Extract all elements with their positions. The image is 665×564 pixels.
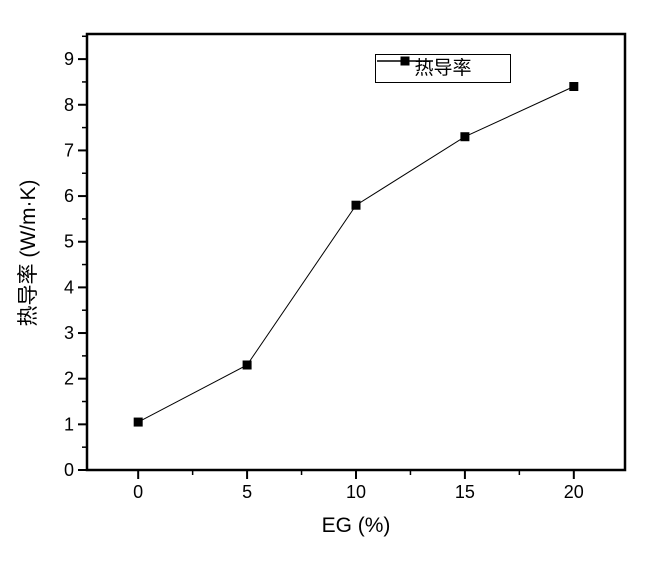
y-axis-tick-label: 8 — [64, 95, 74, 115]
data-point-marker — [351, 200, 361, 210]
y-axis-tick-label: 7 — [64, 140, 74, 160]
y-axis-tick-label: 3 — [64, 323, 74, 343]
plot-frame — [85, 32, 627, 472]
y-axis-tick-label: 9 — [64, 49, 74, 69]
series-line — [137, 86, 575, 423]
data-point-marker — [133, 417, 143, 427]
legend-entry-label: 热导率 — [414, 58, 472, 79]
y-axis-tick-label: 0 — [64, 460, 74, 480]
x-axis-tick-label: 15 — [455, 482, 475, 502]
data-point-marker — [569, 82, 579, 92]
x-axis-tick-label: 5 — [242, 482, 252, 502]
y-axis-tick-label: 4 — [64, 277, 74, 297]
data-point-marker — [460, 132, 470, 142]
legend: 热导率 — [375, 54, 511, 83]
x-axis-tick-label: 20 — [564, 482, 584, 502]
legend-square-marker-icon — [400, 56, 410, 66]
data-point-marker — [242, 360, 252, 370]
x-axis-title: EG (%) — [321, 514, 391, 537]
legend-marker-line-icon — [377, 56, 433, 66]
y-axis-tick-label: 6 — [64, 186, 74, 206]
y-axis-tick-label: 2 — [64, 369, 74, 389]
x-axis-tick-label: 10 — [346, 482, 366, 502]
y-axis-tick-label: 5 — [64, 232, 74, 252]
y-axis-title: 热导率 (W/m·K) — [17, 179, 40, 327]
y-axis-tick-label: 1 — [64, 414, 74, 434]
x-axis-tick-label: 0 — [133, 482, 143, 502]
